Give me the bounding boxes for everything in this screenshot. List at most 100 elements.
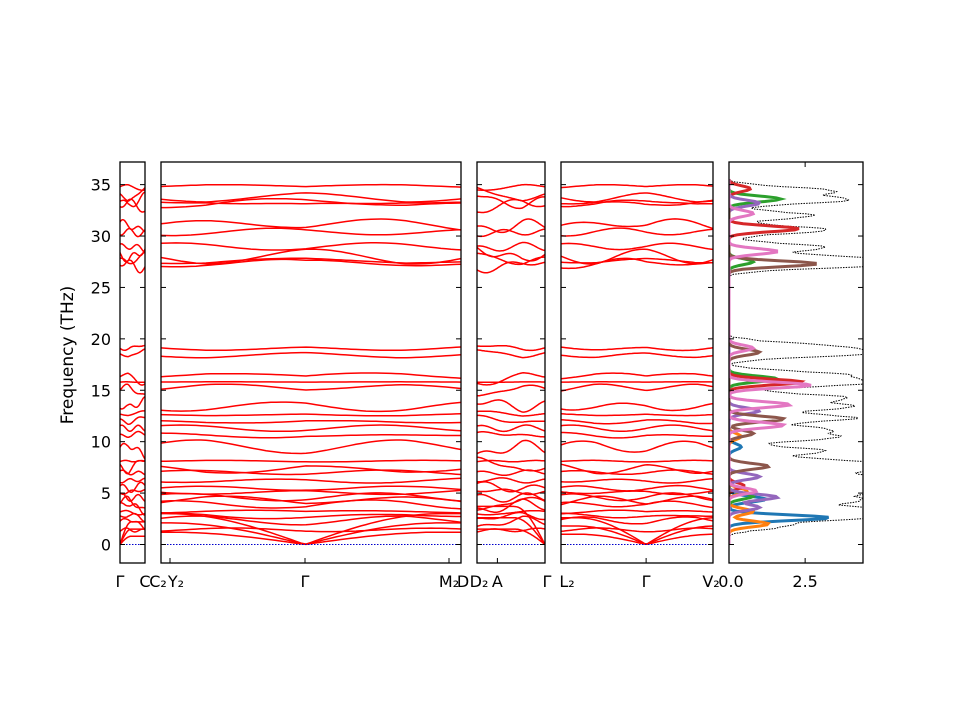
band-line [561,420,713,424]
y-tick-label: 0 [101,535,111,554]
band-line [477,460,545,461]
x-tick-label: D₂ [470,572,489,591]
band-line [477,415,545,422]
band-line [561,491,713,494]
band-line [161,421,461,423]
y-tick-label: 5 [101,484,111,503]
band-line [561,460,713,462]
band-line [161,528,461,532]
x-tick-label: C₂ [149,572,167,591]
band-line [477,185,545,191]
band-line [161,490,461,494]
band-line [161,353,461,358]
band-line [120,249,145,262]
band-line [561,510,713,514]
band-line [120,417,145,424]
x-tick-label: Γ [301,572,310,591]
band-line [120,444,145,460]
band-line [477,373,545,385]
band-line [120,244,145,253]
band-line [561,486,713,491]
band-line [561,403,713,410]
band-line [120,373,145,385]
x-tick-label: A [492,572,503,591]
band-line [120,397,145,409]
band-line [561,433,713,438]
y-tick-label: 30 [91,227,111,246]
band-line [161,373,461,378]
band-line [561,441,713,452]
x-tick-label: L₂ [559,572,574,591]
band-line [477,457,545,471]
band-line [561,479,713,483]
band-line [561,384,713,391]
band-line [161,486,461,490]
band-line [120,260,145,273]
dos-curves [729,179,915,544]
y-tick-label: 10 [91,433,111,452]
band-line [477,243,545,252]
band-line [561,464,713,474]
band-line [161,466,461,473]
y-tick-label: 25 [91,278,111,297]
dos-x-tick-label: 2.5 [792,572,817,591]
y-tick-label: 35 [91,176,111,195]
band-line [477,425,545,431]
band-line [161,425,461,431]
band-line [477,411,545,416]
band-line [120,425,145,431]
band-line [477,440,545,453]
band-line [120,411,145,416]
band-line [561,243,713,249]
band-line [477,432,545,437]
band-line [477,346,545,351]
band-line [161,478,461,483]
band-line [161,347,461,350]
y-axis-label: Frequency (THz) [58,286,78,425]
band-line [477,400,545,412]
band-line [561,353,713,357]
band-line [161,414,461,416]
band-line [561,347,713,350]
dos-x-tick-label: 0.0 [718,572,743,591]
x-tick-label: V₂ [702,572,719,591]
y-tick-label: 15 [91,381,111,400]
band-line [120,199,145,212]
band-line [561,425,713,431]
band-line [561,228,713,236]
band-line [161,510,461,513]
band-line [561,185,713,188]
x-tick-label: Γ [543,572,552,591]
x-tick-label: Γ [116,572,125,591]
band-line [561,259,713,263]
y-tick-label: 20 [91,330,111,349]
band-line [561,219,713,229]
band-line [161,249,461,264]
band-line [477,350,545,358]
band-line [161,384,461,390]
x-tick-label: Γ [642,572,651,591]
band-line [161,500,461,509]
band-line [161,402,461,411]
band-line [561,414,713,416]
x-tick-label: D [457,572,469,591]
band-line [120,346,145,351]
band-line [161,219,461,230]
band-line [161,185,461,188]
band-line [561,528,713,532]
x-tick-label: Y₂ [167,572,184,591]
band-lines [120,185,713,545]
band-line [120,432,145,438]
band-line [161,460,461,462]
band-line [120,185,145,191]
band-line [161,433,461,438]
band-line [120,220,145,232]
band-line [477,506,545,544]
band-line [161,228,461,235]
band-line [477,385,545,396]
band-line [161,440,461,454]
band-line [120,382,145,383]
band-line [561,373,713,379]
